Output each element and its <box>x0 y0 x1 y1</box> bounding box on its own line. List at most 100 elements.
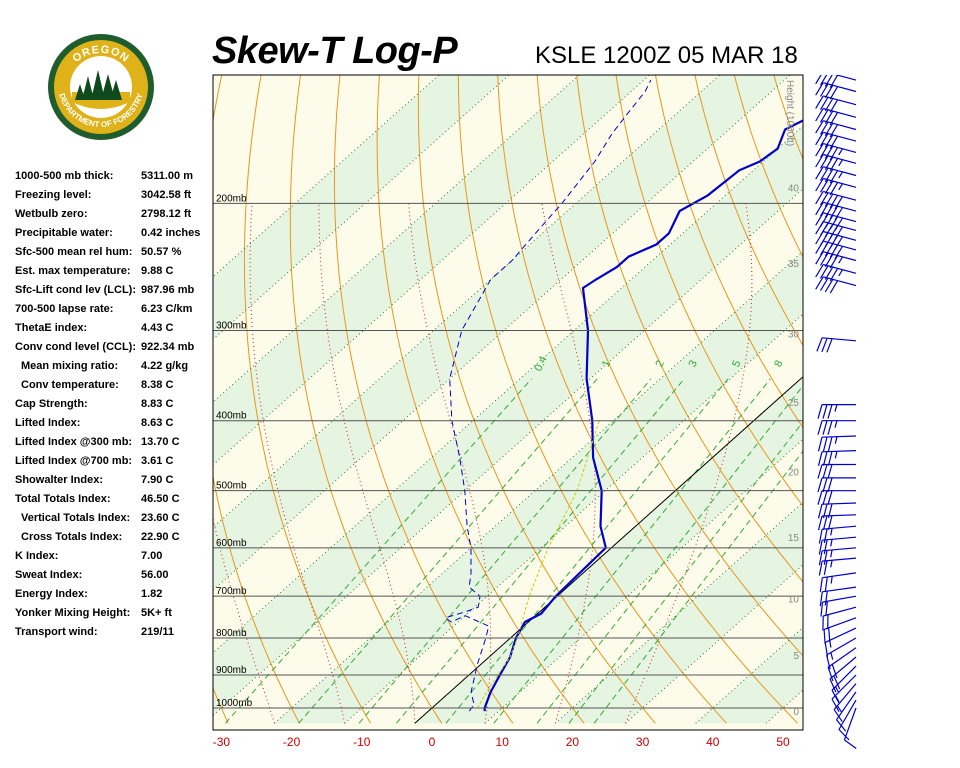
wind-barb <box>815 95 857 113</box>
mixing-ratio-line <box>396 378 685 724</box>
x-tick-label: 30 <box>636 735 650 749</box>
stat-value: 22.90 C <box>141 531 180 543</box>
dry-adiabat <box>243 75 372 724</box>
stat-row: Sweat Index: 56.00 <box>15 569 215 588</box>
wind-barb <box>815 251 857 269</box>
isotherm-band <box>213 75 650 465</box>
stat-row: Cross Totals Index: 22.90 C <box>15 531 215 550</box>
x-tick-label: 0 <box>429 735 436 749</box>
height-tick-label: 10 <box>788 594 800 605</box>
stat-row: Conv cond level (CCL): 922.34 mb <box>15 341 215 360</box>
stat-row: Wetbulb zero: 2798.12 ft <box>15 208 215 227</box>
stat-label: Est. max temperature: <box>15 265 131 277</box>
wind-barb <box>817 477 856 493</box>
stat-row: Vertical Totals Index: 23.60 C <box>15 512 215 531</box>
mixing-ratio-line <box>493 378 771 724</box>
stat-row: Lifted Index: 8.63 C <box>15 417 215 436</box>
oregon-forestry-logo: OREGON DEPARTMENT OF FORESTRY <box>46 32 156 142</box>
stat-value: 0.42 inches <box>141 227 201 239</box>
stat-row: Showalter Index: 7.90 C <box>15 474 215 493</box>
stat-value: 4.22 g/kg <box>141 360 189 372</box>
stat-row: 700-500 lapse rate: 6.23 C/km <box>15 303 215 322</box>
isotherm-band <box>274 251 803 724</box>
wind-barb <box>819 586 857 607</box>
wind-barb <box>817 435 857 452</box>
height-axis-label: Height (1000ft) <box>784 80 795 146</box>
stat-label: 1000-500 mb thick: <box>15 170 114 182</box>
height-tick-label: 30 <box>788 330 800 341</box>
stat-value: 5K+ ft <box>141 607 172 619</box>
height-tick-label: 0 <box>793 707 799 718</box>
dry-adiabat <box>497 75 799 724</box>
stat-label: Transport wind: <box>15 626 98 638</box>
stat-label: Sfc-Lift cond lev (LCL): <box>15 284 136 296</box>
dry-adiabat <box>289 75 443 724</box>
wind-barb-column <box>815 75 857 749</box>
wind-barb <box>815 212 857 231</box>
dry-adiabat <box>694 75 803 347</box>
wind-barb <box>815 190 857 210</box>
stat-value: 6.23 C/km <box>141 303 193 315</box>
wind-barb <box>817 490 856 505</box>
stat-row: Yonker Mixing Height: 5K+ ft <box>15 607 215 626</box>
stat-value: 8.83 C <box>141 398 174 410</box>
wind-barb <box>815 131 857 150</box>
stat-label: 700-500 lapse rate: <box>15 303 114 315</box>
stat-row: Total Totals Index: 46.50 C <box>15 493 215 512</box>
stat-row: Sfc-500 mean rel hum: 50.57 % <box>15 246 215 265</box>
isobar-label: 300mb <box>216 320 247 331</box>
x-tick-label: -10 <box>353 735 371 749</box>
stat-value: 922.34 mb <box>141 341 195 353</box>
height-tick-label: 25 <box>788 398 800 409</box>
wind-barb <box>815 107 857 126</box>
dry-adiabat <box>576 75 803 583</box>
stat-label: Cap Strength: <box>15 398 88 410</box>
height-tick-label: 35 <box>788 259 800 270</box>
x-tick-label: 10 <box>496 735 510 749</box>
isobar-label: 500mb <box>216 481 247 492</box>
plot-frame <box>212 74 804 731</box>
x-tick-label: -30 <box>213 735 231 749</box>
isobar-label: 1000mb <box>216 698 253 709</box>
mixing-ratio-line <box>593 450 803 724</box>
dry-adiabat <box>615 75 803 507</box>
isotherm-band <box>555 502 803 724</box>
dry-adiabat <box>334 75 514 724</box>
stat-value: 56.00 <box>141 569 169 581</box>
stat-row: 1000-500 mb thick: 5311.00 m <box>15 170 215 189</box>
wind-barb <box>817 450 857 467</box>
stat-row: Lifted Index @300 mb: 13.70 C <box>15 436 215 455</box>
stat-label: Conv temperature: <box>21 379 119 391</box>
stat-label: Wetbulb zero: <box>15 208 88 220</box>
station-time-label: KSLE 1200Z 05 MAR 18 <box>535 42 798 69</box>
mixing-ratio-label: 5 <box>730 359 743 370</box>
temperature-line <box>483 119 803 712</box>
wind-barb <box>816 337 857 353</box>
stat-value: 3.61 C <box>141 455 174 467</box>
stat-value: 8.63 C <box>141 417 174 429</box>
stat-label: ThetaE index: <box>15 322 88 334</box>
stat-label: Showalter Index: <box>15 474 104 486</box>
isobar-label: 200mb <box>216 193 247 204</box>
wind-barb <box>815 82 857 100</box>
mixing-ratio-label: 2 <box>653 359 666 370</box>
stat-value: 50.57 % <box>141 246 182 258</box>
wind-barb <box>819 572 857 593</box>
stat-value: 8.38 C <box>141 379 174 391</box>
wind-barb <box>815 143 857 161</box>
stat-label: Lifted Index: <box>15 417 81 429</box>
stat-row: Sfc-Lift cond lev (LCL): 987.96 mb <box>15 284 215 303</box>
mixing-ratio-line <box>536 384 803 724</box>
stat-label: Vertical Totals Index: <box>21 512 131 524</box>
mixing-ratio-line <box>358 378 652 724</box>
stat-value: 7.90 C <box>141 474 174 486</box>
chart-title: Skew-T Log-P <box>212 30 458 72</box>
stat-label: Yonker Mixing Height: <box>15 607 131 619</box>
wind-barb <box>815 230 857 250</box>
stat-label: K Index: <box>15 550 59 562</box>
wind-barb <box>815 221 857 240</box>
isobar-label: 900mb <box>216 665 247 676</box>
wind-barb <box>815 153 857 172</box>
dry-adiabat <box>457 75 727 724</box>
